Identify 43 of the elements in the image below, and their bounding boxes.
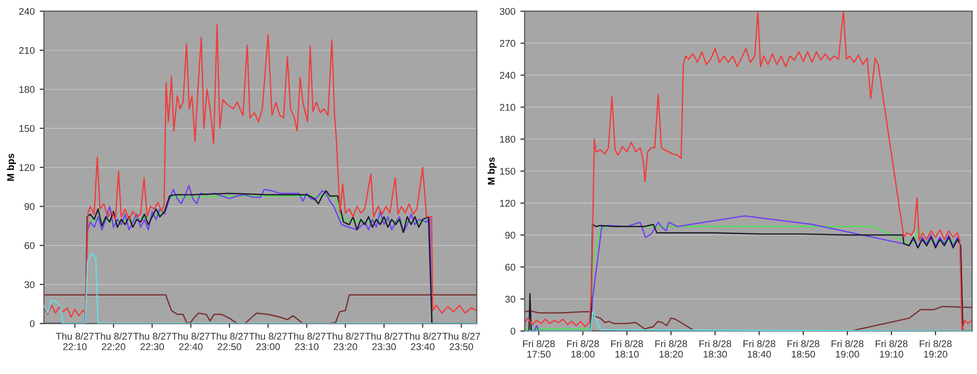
y-tick-label: 60 xyxy=(24,242,35,250)
y-tick-label: 210 xyxy=(500,104,516,111)
x-tick-label: Thu 8/27 23:50 xyxy=(442,332,480,350)
y-tick-label: 240 xyxy=(19,8,35,15)
x-tick-label: Thu 8/27 23:10 xyxy=(288,332,326,350)
x-tick-label: Thu 8/27 23:00 xyxy=(249,332,287,350)
x-tick-label: Fri 8/28 18:30 xyxy=(699,340,732,358)
y-tick-label: 150 xyxy=(19,125,35,132)
y-tick-label: 120 xyxy=(500,200,516,207)
y-tick-label: 240 xyxy=(500,72,516,79)
x-tick-label: Thu 8/27 22:30 xyxy=(133,332,171,350)
y-tick-label: 300 xyxy=(500,8,516,15)
x-tick-label: Fri 8/28 19:10 xyxy=(876,340,908,358)
y-tick-label: 270 xyxy=(500,40,516,47)
y-tick-label: 30 xyxy=(24,281,35,288)
y-tick-label: 0 xyxy=(30,320,35,328)
y-tick-label: 90 xyxy=(505,232,516,239)
x-tick-label: Fri 8/28 18:40 xyxy=(744,340,776,358)
y-tick-label: 150 xyxy=(500,168,516,175)
x-tick-label: Fri 8/28 18:20 xyxy=(655,340,688,358)
y-tick-label: 180 xyxy=(19,86,35,93)
x-tick-label: Thu 8/27 23:30 xyxy=(365,332,403,350)
y-tick-label: 60 xyxy=(505,264,516,271)
x-tick-label: Thu 8/27 22:20 xyxy=(94,332,132,350)
y-tick-label: 180 xyxy=(500,136,516,143)
y-tick-label: 210 xyxy=(19,46,35,54)
y-tick-label: 90 xyxy=(24,203,35,210)
x-tick-label: Thu 8/27 22:40 xyxy=(172,332,210,350)
x-tick-label: Thu 8/27 23:20 xyxy=(326,332,364,350)
y-tick-label: 120 xyxy=(19,164,35,171)
x-tick-label: Fri 8/28 18:50 xyxy=(788,340,820,358)
x-tick-label: Fri 8/28 18:00 xyxy=(567,340,599,358)
x-tick-label: Thu 8/27 23:40 xyxy=(404,332,442,350)
y-tick-label: 0 xyxy=(510,328,516,335)
x-tick-label: Fri 8/28 17:50 xyxy=(523,340,555,358)
x-tick-label: Thu 8/27 22:10 xyxy=(56,332,94,350)
x-tick-label: Fri 8/28 19:20 xyxy=(920,340,952,358)
y-tick-label: 30 xyxy=(505,296,516,303)
y-axis-title: M bps xyxy=(488,157,497,184)
y-axis-title: M bps xyxy=(6,154,16,181)
x-tick-label: Fri 8/28 18:10 xyxy=(611,340,643,358)
x-tick-label: Fri 8/28 19:00 xyxy=(832,340,864,358)
x-tick-label: Thu 8/27 22:50 xyxy=(210,332,248,350)
